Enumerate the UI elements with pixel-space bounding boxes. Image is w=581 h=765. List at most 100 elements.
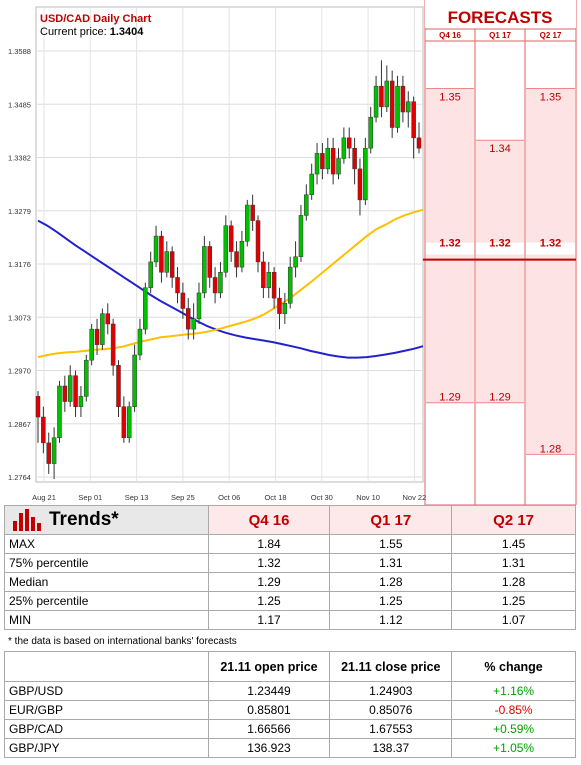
y-tick-label: 1.3176 [8, 260, 31, 269]
change-cell-open: 136.923 [207, 738, 331, 758]
trends-cell: 1.25 [207, 591, 331, 611]
forecast-mid: 1.32 [439, 238, 460, 250]
candle [266, 261, 271, 299]
candle-body [67, 375, 73, 402]
trends-cell: 1.17 [207, 610, 331, 630]
trends-cell: 1.32 [207, 553, 331, 573]
usdcad-chart: FORECASTS Q4 16 1.35 1.32 1.29 Q1 17 1.34 1.32 1… [8, 0, 577, 505]
x-tick-label: Sep 01 [78, 493, 102, 502]
change-cell-pair: GBP/USD [4, 681, 209, 701]
forecast-panel: FORECASTS Q4 16 1.35 1.32 1.29 Q1 17 1.34 1.32 1… [423, 0, 577, 505]
change-cell-open: 0.85801 [207, 700, 331, 720]
forecast-high: 1.34 [489, 143, 510, 155]
candle [261, 251, 266, 299]
trends-cell: 1.12 [329, 610, 453, 630]
forecast-mid: 1.32 [540, 238, 561, 250]
candle-body [228, 225, 234, 252]
change-row: GBP/JPY 136.923 138.37 +1.05% [4, 738, 576, 758]
candle [57, 380, 62, 443]
candle-body [35, 396, 41, 418]
x-tick-label: Oct 06 [218, 493, 240, 502]
change-row: GBP/USD 1.23449 1.24903 +1.16% [4, 681, 576, 701]
change-cell-close: 1.67553 [329, 719, 453, 739]
candle-body [287, 266, 293, 304]
y-tick-label: 1.2764 [8, 473, 31, 482]
candle-body [51, 437, 57, 464]
candle [330, 137, 336, 185]
candle [105, 303, 111, 335]
candle-body [46, 442, 51, 464]
candle [287, 256, 293, 309]
chart-title: USD/CAD Daily Chart [40, 13, 152, 25]
chart-grid [35, 6, 424, 483]
forecast-high: 1.35 [439, 91, 460, 103]
forecast-band-lower [526, 254, 575, 455]
forecast-header-bg [425, 0, 576, 28]
candle [389, 70, 395, 138]
candle [271, 267, 277, 309]
candle [78, 386, 84, 418]
candle-body [245, 204, 250, 242]
candle [62, 375, 68, 412]
candle-body [100, 313, 105, 345]
trends-cell: 1.07 [451, 610, 576, 630]
y-tick-label: 1.3073 [8, 313, 31, 322]
change-table: 21.11 open price 21.11 close price % cha… [4, 651, 576, 758]
candle [336, 148, 341, 180]
candle-body [379, 85, 384, 108]
candle-body [84, 359, 89, 397]
ma-blue-line [37, 219, 424, 359]
y-tick-label: 1.3485 [8, 100, 31, 109]
forecast-column: Q4 16 [439, 31, 461, 40]
candle-body [164, 251, 170, 273]
change-cell-close: 1.24903 [329, 681, 453, 701]
candle [180, 282, 186, 319]
candle-body [368, 116, 373, 149]
candle-body [320, 153, 325, 170]
candle [373, 75, 379, 123]
change-row: EUR/GBP 0.85801 0.85076 -0.85% [4, 700, 576, 720]
candle-body [336, 158, 341, 175]
candle-body [202, 246, 207, 294]
candle-body [384, 80, 390, 108]
candle [94, 318, 100, 355]
current-price: Current price: 1.3404 [40, 26, 144, 38]
candle [41, 406, 46, 454]
candle-body [314, 153, 320, 175]
candle [116, 360, 121, 418]
bar-chart-icon [13, 508, 41, 531]
candle [89, 323, 94, 366]
candle-body [277, 297, 282, 314]
candle [164, 241, 170, 278]
candle-body [346, 137, 352, 149]
candle [143, 282, 148, 335]
candle-body [73, 375, 78, 407]
y-tick-label: 1.3382 [8, 154, 31, 163]
change-col: 21.11 close price [329, 651, 453, 682]
candle [293, 241, 298, 278]
trends-cell: 1.31 [451, 553, 576, 573]
trends-row-label: MIN [4, 610, 209, 630]
trends-row: MAX 1.84 1.55 1.45 [4, 534, 576, 554]
y-axis-ticks: 1.3588 1.3485 1.3382 1.3279 1.3176 1.3073 1.29… [8, 47, 31, 482]
forecast-header: FORECASTS [448, 8, 553, 27]
candle [352, 137, 357, 185]
change-cell-change: -0.85% [451, 700, 576, 720]
candle [126, 401, 132, 443]
change-col: % change [451, 651, 576, 682]
forecast-band-upper [426, 88, 474, 243]
candle [212, 267, 218, 304]
candle-body [250, 204, 255, 221]
change-cell-close: 0.85076 [329, 700, 453, 720]
forecast-column: Q1 17 [489, 31, 511, 40]
trends-col: Q2 17 [451, 505, 576, 535]
candle [406, 91, 411, 128]
candle-body [121, 406, 127, 438]
change-cell-open: 1.66566 [207, 719, 331, 739]
forecast-band-upper [526, 88, 575, 243]
change-cell-pair: GBP/JPY [4, 738, 209, 758]
trends-col: Q1 17 [329, 505, 453, 535]
trends-cell: 1.28 [329, 572, 453, 592]
candle-body [218, 272, 223, 294]
candle [368, 106, 373, 154]
